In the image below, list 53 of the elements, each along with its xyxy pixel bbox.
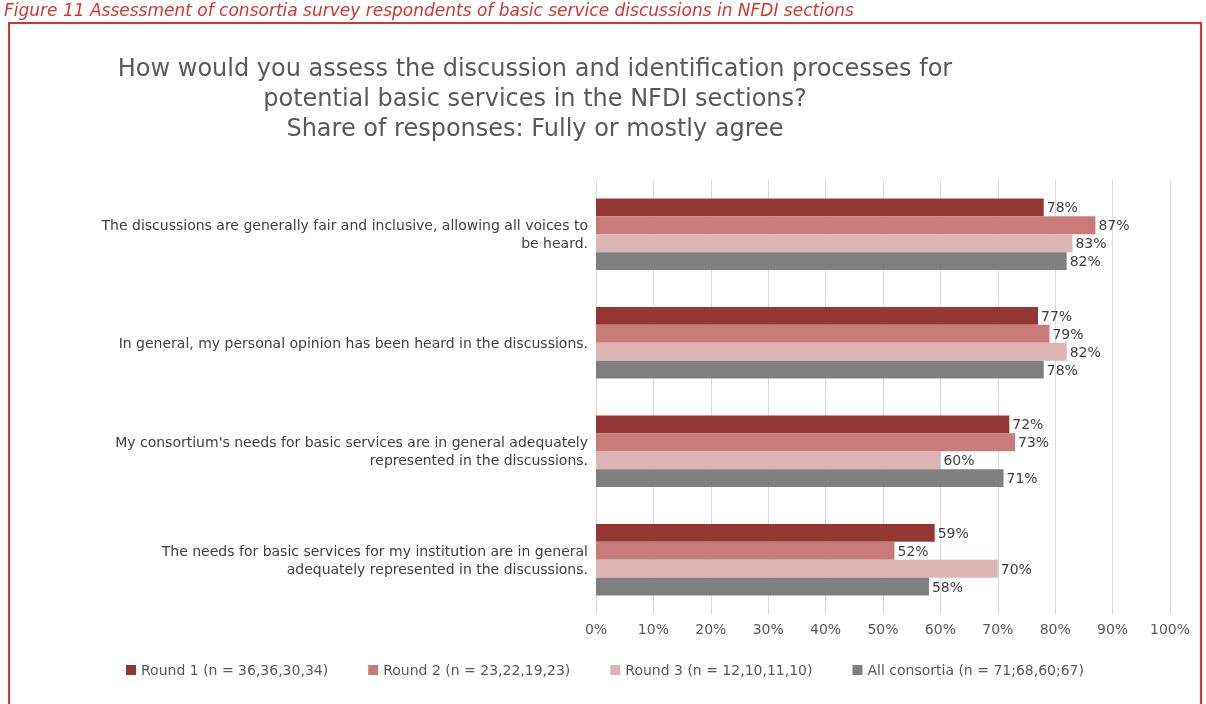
data-label: 59% <box>937 524 969 541</box>
bar <box>596 342 1067 361</box>
x-tick-label: 30% <box>752 621 784 637</box>
bar <box>596 360 1044 379</box>
data-label: 83% <box>1075 235 1107 252</box>
bar <box>596 216 1096 235</box>
x-tick-label: 50% <box>867 621 899 637</box>
y-tick-label: My consortium's needs for basic services are in general adequately represented in the discussions. <box>115 434 588 469</box>
legend-label: All consortia (n = 71;68,60;67) <box>867 662 1084 678</box>
x-tick-label: 20% <box>695 621 727 637</box>
bar <box>596 451 941 470</box>
x-tick-label: 40% <box>810 621 842 637</box>
y-tick-label: The discussions are generally fair and inclusive, allowing all voices to be heard. <box>100 217 588 252</box>
bar <box>596 234 1073 253</box>
data-label: 70% <box>1000 560 1032 577</box>
y-tick-label: The needs for basic services for my institution are in general adequately represented in the discussions. <box>160 542 588 577</box>
bar <box>596 252 1067 271</box>
data-label: 82% <box>1069 343 1101 360</box>
bar <box>596 415 1010 434</box>
data-label: 77% <box>1040 307 1073 324</box>
data-label: 87% <box>1098 217 1130 234</box>
bar <box>596 324 1050 343</box>
bar <box>596 523 935 542</box>
y-tick-label: In general, my personal opinion has been heard in the discussions. <box>118 334 588 351</box>
data-label: 52% <box>897 542 929 559</box>
legend-label: Round 2 (n = 23,22,19,23) <box>383 662 571 678</box>
data-label: 82% <box>1069 253 1101 270</box>
x-tick-label: 90% <box>1097 621 1129 637</box>
chart-title: How would you assess the discussion and identification processes for potential basic services in the NFDI sections? Share of responses: Fully or mostly agree <box>117 54 953 142</box>
data-label: 60% <box>943 452 975 469</box>
legend-label: Round 3 (n = 12,10,11,10) <box>625 662 813 678</box>
data-label: 79% <box>1052 325 1084 342</box>
legend-label: Round 1 (n = 36,36,30,34) <box>141 662 329 678</box>
bar <box>596 541 895 560</box>
x-tick-label: 70% <box>982 621 1014 637</box>
x-tick-label: 80% <box>1039 621 1071 637</box>
bar <box>596 559 998 578</box>
data-label: 72% <box>1012 416 1044 433</box>
x-tick-label: 100% <box>1149 621 1191 637</box>
data-label: 73% <box>1018 434 1050 451</box>
caption: Figure 11 Assessment of consortia survey respondents of basic service discussions in NFDI sections <box>4 0 855 20</box>
x-tick-label: 60% <box>924 621 956 637</box>
bar <box>596 433 1016 452</box>
bar <box>596 306 1038 325</box>
bar <box>596 198 1044 217</box>
data-label: 71% <box>1006 470 1038 487</box>
x-tick-label: 10% <box>637 621 669 637</box>
x-tick-label: 0% <box>584 621 608 637</box>
data-label: 78% <box>1046 361 1078 378</box>
bar <box>596 469 1004 488</box>
data-label: 58% <box>931 578 964 595</box>
bar <box>596 577 929 596</box>
data-label: 78% <box>1046 199 1078 216</box>
